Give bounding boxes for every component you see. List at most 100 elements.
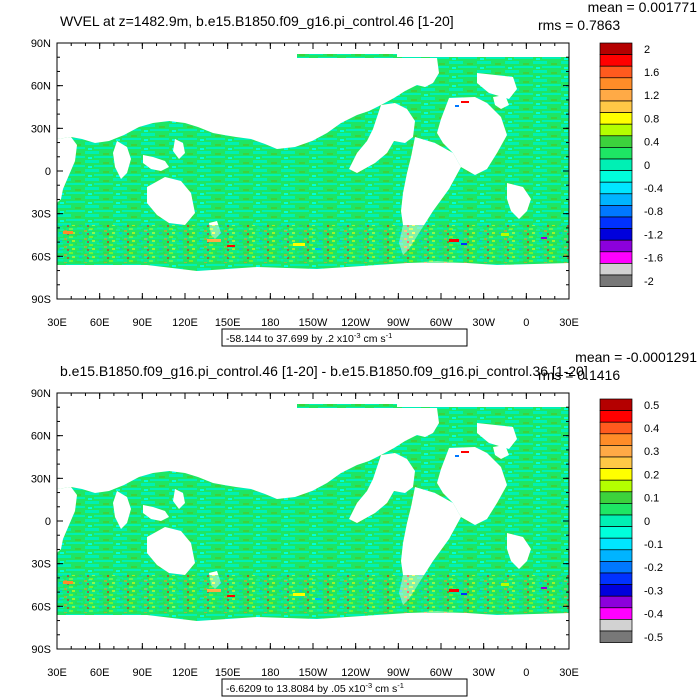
colorbar-cell bbox=[599, 135, 633, 148]
range-label: -6.6209 to 13.8084 by .05 x10-3 cm s-1 bbox=[226, 681, 404, 695]
colorbar-label: 0.2 bbox=[644, 469, 659, 481]
colorbar-cell bbox=[599, 572, 633, 585]
colorbar-cell bbox=[599, 89, 633, 102]
x-tick-label: 60W bbox=[430, 317, 453, 329]
x-tick-label: 120W bbox=[341, 667, 370, 679]
mean-stat: mean = -0.0001291 bbox=[575, 349, 697, 365]
y-tick-label: 60S bbox=[31, 251, 51, 263]
colorbar-label: -2 bbox=[644, 276, 654, 288]
colorbar-label: -0.3 bbox=[644, 585, 663, 597]
colorbar-cell bbox=[599, 607, 633, 620]
x-tick-label: 90E bbox=[133, 317, 153, 329]
y-tick-label: 30S bbox=[31, 209, 51, 221]
colorbar-label: -1.2 bbox=[644, 229, 663, 241]
colorbar-label: -1.6 bbox=[644, 253, 663, 265]
x-tick-label: 60W bbox=[430, 667, 453, 679]
colorbar-cell bbox=[599, 77, 633, 90]
ocean-field bbox=[57, 393, 569, 649]
x-tick-label: 120E bbox=[172, 317, 198, 329]
colorbar-cell bbox=[599, 410, 633, 423]
x-tick-label: 120W bbox=[341, 317, 370, 329]
range-label: -58.144 to 37.699 by .2 x10-3 cm s-1 bbox=[226, 331, 392, 345]
y-tick-label: 30N bbox=[31, 473, 51, 485]
y-tick-label: 90N bbox=[31, 38, 51, 50]
colorbar-label: 0 bbox=[644, 160, 650, 172]
colorbar-cell bbox=[599, 537, 633, 551]
colorbar-cell bbox=[599, 561, 633, 574]
mean-stat: mean = 0.001771 bbox=[588, 0, 698, 15]
ocean-field bbox=[57, 43, 569, 299]
panel-title: b.e15.B1850.f09_g16.pi_control.46 [1-20]… bbox=[60, 363, 588, 379]
x-tick-label: 150W bbox=[299, 667, 328, 679]
colorbar-cell bbox=[599, 491, 633, 504]
colorbar-label: -0.1 bbox=[644, 539, 663, 551]
colorbar-cell bbox=[599, 630, 633, 643]
y-tick-label: 90S bbox=[31, 294, 51, 306]
x-tick-label: 90W bbox=[387, 317, 410, 329]
y-tick-label: 90N bbox=[31, 388, 51, 400]
colorbar-cell bbox=[599, 147, 633, 160]
x-tick-label: 150E bbox=[215, 667, 241, 679]
x-tick-label: 60E bbox=[90, 667, 110, 679]
colorbar-label: 0.3 bbox=[644, 446, 659, 458]
colorbar-cell bbox=[599, 468, 633, 481]
y-tick-label: 60N bbox=[31, 81, 51, 93]
colorbar-cell bbox=[599, 54, 633, 67]
x-tick-label: 30E bbox=[47, 667, 67, 679]
colorbar-label: 1.6 bbox=[644, 67, 659, 79]
x-tick-label: 30W bbox=[472, 317, 495, 329]
colorbar-label: 0 bbox=[644, 516, 650, 528]
y-tick-label: 0 bbox=[45, 516, 51, 528]
colorbar-cell bbox=[599, 421, 633, 435]
panel-title: WVEL at z=1482.9m, b.e15.B1850.f09_g16.p… bbox=[60, 13, 454, 29]
colorbar-cell bbox=[599, 251, 633, 264]
colorbar-cell bbox=[599, 584, 633, 597]
x-tick-label: 90W bbox=[387, 667, 410, 679]
x-tick-label: 30W bbox=[472, 667, 495, 679]
colorbar-label: -0.4 bbox=[644, 609, 663, 621]
colorbar-cell bbox=[599, 228, 633, 241]
colorbar-cell bbox=[599, 181, 633, 195]
colorbar-cell bbox=[599, 100, 633, 113]
colorbar-label: 0.8 bbox=[644, 113, 659, 125]
y-tick-label: 60N bbox=[31, 431, 51, 443]
x-tick-label: 180 bbox=[261, 667, 279, 679]
x-tick-label: 0 bbox=[523, 317, 529, 329]
x-tick-label: 30E bbox=[559, 317, 579, 329]
range-label-box bbox=[221, 678, 468, 697]
colorbar-cell bbox=[599, 398, 633, 411]
x-tick-label: 150E bbox=[215, 317, 241, 329]
colorbar-cell bbox=[599, 263, 633, 276]
colorbar-label: 1.2 bbox=[644, 90, 659, 102]
colorbar-label: -0.8 bbox=[644, 206, 663, 218]
colorbar-cell bbox=[599, 239, 633, 253]
x-tick-label: 60E bbox=[90, 317, 110, 329]
x-tick-label: 180 bbox=[261, 317, 279, 329]
colorbar-cell bbox=[599, 274, 633, 287]
rms-stat: rms = 0.1416 bbox=[538, 367, 620, 383]
colorbar-label: -0.5 bbox=[644, 632, 663, 644]
colorbar-label: 0.4 bbox=[644, 137, 659, 149]
colorbar-cell bbox=[599, 479, 633, 493]
ocean-velocity-field bbox=[57, 43, 569, 299]
colorbar-cell bbox=[599, 170, 633, 183]
colorbar-cell bbox=[599, 526, 633, 539]
colorbar-label: 0.5 bbox=[644, 400, 659, 412]
y-tick-label: 60S bbox=[31, 601, 51, 613]
colorbar-cell bbox=[599, 158, 633, 171]
x-tick-label: 150W bbox=[299, 317, 328, 329]
colorbar-label: 0.1 bbox=[644, 493, 659, 505]
colorbar-cell bbox=[599, 433, 633, 446]
colorbar-cell bbox=[599, 205, 633, 218]
colorbar-cell bbox=[599, 112, 633, 125]
colorbar-cell bbox=[599, 445, 633, 458]
colorbar-label: -0.2 bbox=[644, 562, 663, 574]
colorbar-label: 0.4 bbox=[644, 423, 659, 435]
range-label-box bbox=[221, 328, 468, 347]
colorbar-cell bbox=[599, 503, 633, 516]
colorbar-cell bbox=[599, 193, 633, 206]
colorbar-cell bbox=[599, 619, 633, 632]
map-panel-1: WVEL at z=1482.9m, b.e15.B1850.f09_g16.p… bbox=[31, 0, 698, 347]
colorbar-cell bbox=[599, 42, 633, 55]
x-tick-label: 30E bbox=[559, 667, 579, 679]
